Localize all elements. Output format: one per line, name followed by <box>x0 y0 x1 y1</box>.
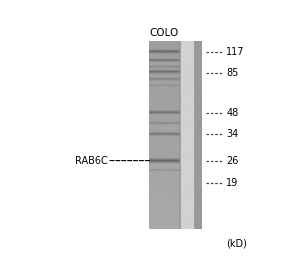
Text: 117: 117 <box>226 47 245 57</box>
Text: COLO: COLO <box>149 28 178 38</box>
Text: 48: 48 <box>226 108 239 118</box>
Text: RAB6C: RAB6C <box>75 155 108 166</box>
Text: (kD): (kD) <box>226 238 247 248</box>
Text: 19: 19 <box>226 178 239 188</box>
Text: 26: 26 <box>226 155 239 166</box>
Text: 85: 85 <box>226 68 239 78</box>
Text: 34: 34 <box>226 129 239 139</box>
